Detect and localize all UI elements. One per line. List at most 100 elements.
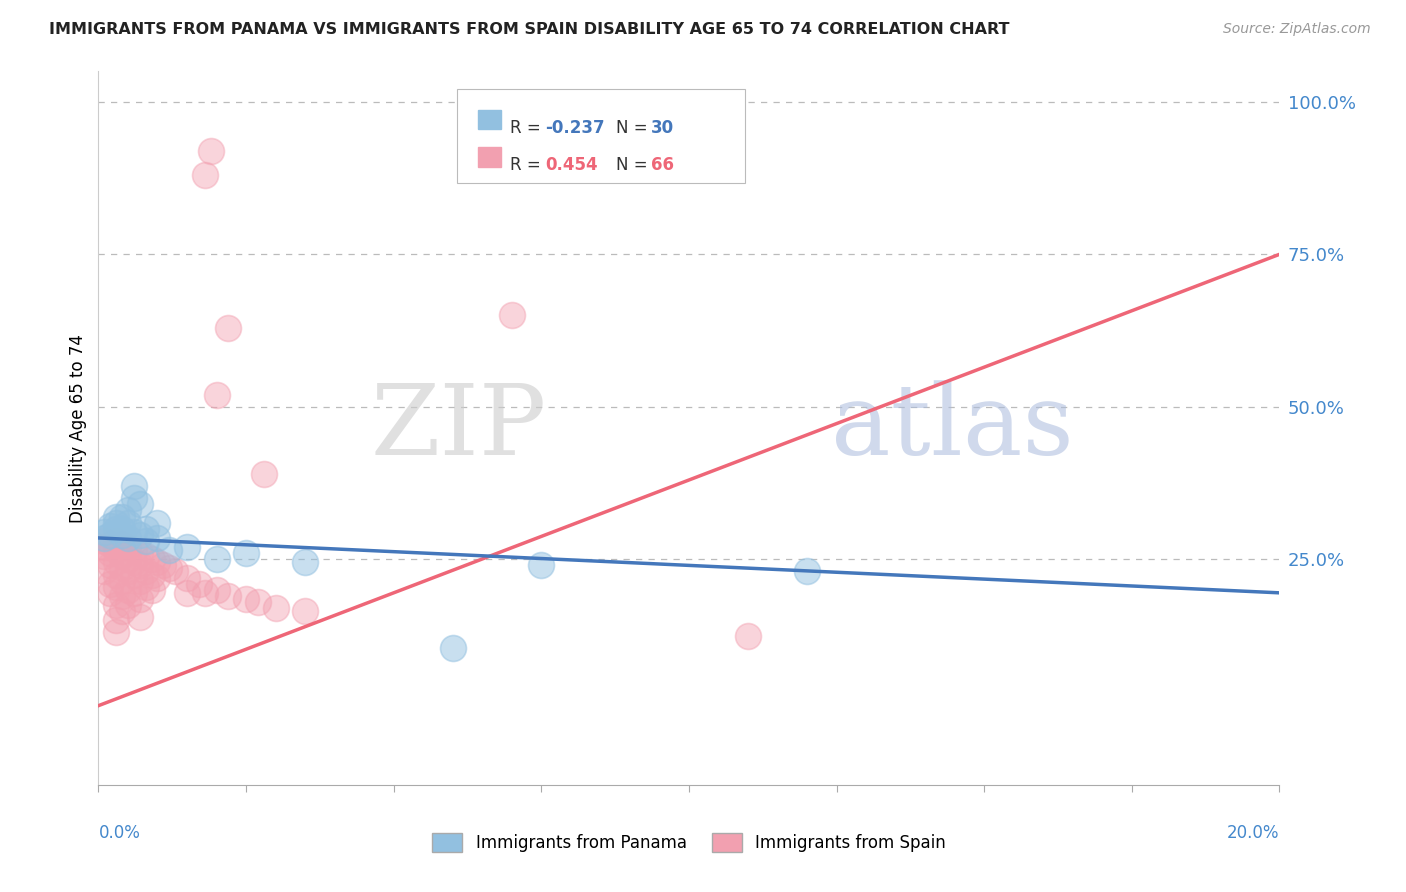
Point xyxy=(176,586,198,600)
Point xyxy=(93,549,115,564)
Point xyxy=(441,640,464,655)
Point xyxy=(105,555,128,569)
Point xyxy=(128,610,150,624)
Point xyxy=(294,555,316,569)
Y-axis label: Disability Age 65 to 74: Disability Age 65 to 74 xyxy=(69,334,87,523)
Point xyxy=(135,580,157,594)
Point xyxy=(194,586,217,600)
Point xyxy=(105,509,128,524)
Text: -0.237: -0.237 xyxy=(546,119,605,136)
Point xyxy=(98,546,121,560)
Point xyxy=(737,628,759,642)
Point xyxy=(117,552,139,566)
Point xyxy=(111,589,134,603)
Point xyxy=(176,571,198,585)
Point xyxy=(141,567,163,582)
Point xyxy=(128,574,150,588)
Text: atlas: atlas xyxy=(831,380,1073,476)
Point xyxy=(187,576,209,591)
Point xyxy=(128,546,150,560)
Point xyxy=(111,522,134,536)
Point xyxy=(117,582,139,597)
Point xyxy=(122,543,145,558)
Point xyxy=(105,567,128,582)
Point xyxy=(111,509,134,524)
Point xyxy=(122,524,145,539)
Text: 0.0%: 0.0% xyxy=(98,824,141,842)
Point xyxy=(122,491,145,506)
Point xyxy=(122,555,145,569)
Point xyxy=(117,516,139,530)
Point xyxy=(122,586,145,600)
Point xyxy=(111,561,134,575)
Point xyxy=(796,565,818,579)
Point xyxy=(128,528,150,542)
Point xyxy=(146,571,169,585)
Point xyxy=(146,531,169,545)
Point xyxy=(530,558,553,573)
Text: N =: N = xyxy=(616,156,652,174)
Point xyxy=(294,604,316,618)
Point xyxy=(98,586,121,600)
Text: 30: 30 xyxy=(651,119,673,136)
Point xyxy=(111,537,134,551)
Point xyxy=(200,144,222,158)
Point xyxy=(93,533,115,548)
Point xyxy=(205,387,228,401)
Point xyxy=(98,518,121,533)
Point xyxy=(93,540,115,554)
Point xyxy=(146,516,169,530)
Point xyxy=(141,552,163,566)
Point xyxy=(176,540,198,554)
Point xyxy=(111,549,134,564)
Point xyxy=(217,320,239,334)
Text: 20.0%: 20.0% xyxy=(1227,824,1279,842)
Point xyxy=(135,565,157,579)
Point xyxy=(98,576,121,591)
Point xyxy=(246,595,269,609)
Point xyxy=(217,589,239,603)
Text: Source: ZipAtlas.com: Source: ZipAtlas.com xyxy=(1223,22,1371,37)
Point xyxy=(205,552,228,566)
Text: 0.454: 0.454 xyxy=(546,156,598,174)
Text: R =: R = xyxy=(510,119,547,136)
Point xyxy=(152,558,174,573)
Point xyxy=(93,524,115,539)
Point xyxy=(105,580,128,594)
Point xyxy=(128,558,150,573)
Point xyxy=(205,582,228,597)
Legend: Immigrants from Panama, Immigrants from Spain: Immigrants from Panama, Immigrants from … xyxy=(426,826,952,859)
Point xyxy=(105,625,128,640)
Point xyxy=(111,528,134,542)
Point xyxy=(135,522,157,536)
Point xyxy=(135,549,157,564)
Point xyxy=(98,558,121,573)
Text: R =: R = xyxy=(510,156,547,174)
Point xyxy=(135,533,157,548)
Point xyxy=(157,561,180,575)
Point xyxy=(235,546,257,560)
Point xyxy=(117,503,139,517)
Point xyxy=(501,309,523,323)
Point xyxy=(117,531,139,545)
Point xyxy=(98,528,121,542)
Point xyxy=(105,522,128,536)
Point xyxy=(93,565,115,579)
Point xyxy=(128,497,150,511)
Point xyxy=(194,168,217,182)
Point xyxy=(111,604,134,618)
Text: ZIP: ZIP xyxy=(371,380,547,476)
Point xyxy=(122,479,145,493)
Point xyxy=(105,516,128,530)
Text: IMMIGRANTS FROM PANAMA VS IMMIGRANTS FROM SPAIN DISABILITY AGE 65 TO 74 CORRELAT: IMMIGRANTS FROM PANAMA VS IMMIGRANTS FRO… xyxy=(49,22,1010,37)
Point xyxy=(253,467,276,481)
Point xyxy=(105,598,128,612)
Point xyxy=(111,574,134,588)
Point xyxy=(117,540,139,554)
Text: 66: 66 xyxy=(651,156,673,174)
Point xyxy=(105,533,128,548)
Point xyxy=(117,565,139,579)
Point xyxy=(122,567,145,582)
Point xyxy=(128,591,150,606)
Point xyxy=(105,613,128,627)
